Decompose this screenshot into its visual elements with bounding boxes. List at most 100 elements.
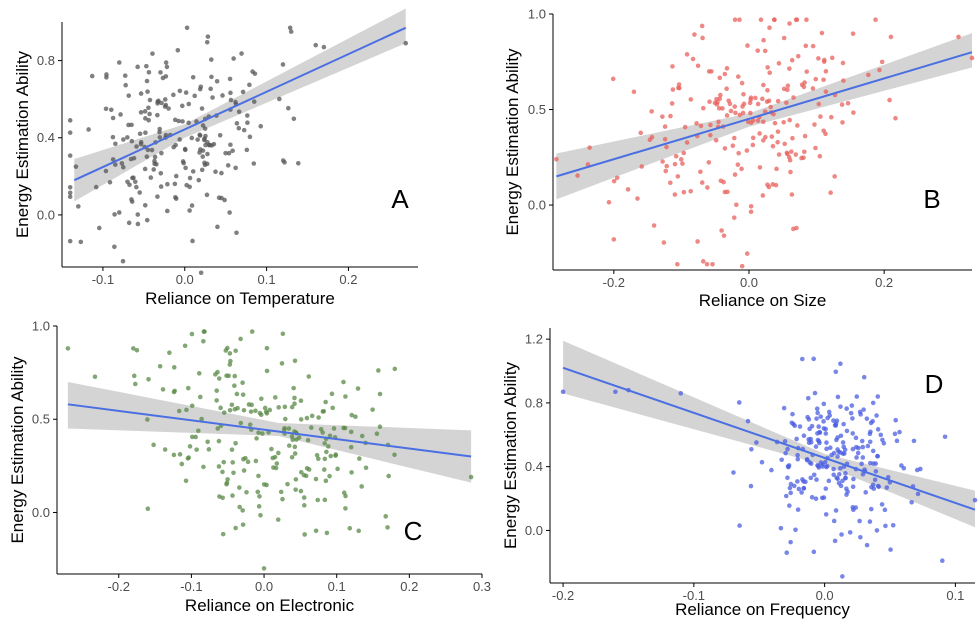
data-point — [860, 471, 866, 477]
data-point — [158, 70, 163, 75]
data-point — [814, 416, 819, 421]
data-point — [754, 440, 759, 445]
data-point — [813, 444, 819, 449]
data-point — [120, 164, 126, 170]
data-point — [826, 409, 832, 415]
data-point — [825, 415, 830, 421]
data-point — [96, 225, 102, 231]
data-point — [858, 412, 863, 417]
data-point — [328, 453, 334, 459]
data-point — [736, 400, 742, 405]
data-point — [918, 466, 923, 472]
data-point — [724, 66, 730, 71]
data-point — [823, 486, 829, 491]
data-point — [942, 434, 948, 440]
data-point — [812, 390, 818, 396]
data-point — [183, 478, 189, 484]
data-point — [165, 208, 170, 214]
data-point — [875, 483, 881, 489]
data-point — [704, 261, 710, 267]
data-point — [706, 160, 712, 165]
data-point — [292, 451, 298, 456]
data-point — [298, 398, 304, 404]
y-tick-label: 0.0 — [525, 523, 543, 538]
data-point — [850, 446, 856, 452]
data-point — [879, 502, 885, 507]
data-point — [177, 137, 182, 142]
data-point — [144, 154, 150, 159]
data-point — [840, 574, 845, 579]
data-point — [185, 385, 191, 391]
data-point — [877, 67, 882, 73]
data-point — [306, 467, 312, 472]
data-point — [956, 34, 961, 40]
data-point — [801, 84, 807, 90]
panel-letter: A — [391, 184, 409, 214]
regression-line — [67, 403, 472, 458]
data-point — [238, 420, 244, 426]
data-point — [348, 444, 354, 450]
data-point — [146, 70, 152, 75]
data-point — [740, 110, 746, 116]
y-tick-label: 0.8 — [525, 395, 543, 410]
data-point — [894, 438, 900, 444]
data-point — [718, 92, 723, 98]
x-tick-label: -0.2 — [603, 275, 625, 290]
data-point — [625, 187, 631, 192]
data-point — [148, 175, 154, 180]
data-point — [675, 261, 680, 267]
data-point — [755, 101, 761, 107]
data-point — [190, 238, 195, 244]
data-point — [315, 497, 321, 503]
data-point — [692, 32, 697, 37]
data-point — [196, 177, 202, 183]
data-point — [187, 444, 193, 449]
data-point — [755, 48, 761, 53]
data-point — [901, 465, 907, 471]
x-tick-label: 0.2 — [875, 275, 893, 290]
data-point — [810, 43, 816, 49]
data-point — [795, 123, 800, 128]
data-point — [868, 506, 874, 512]
data-point — [189, 403, 195, 409]
data-point — [748, 95, 754, 101]
data-point — [897, 429, 902, 435]
data-point — [793, 527, 798, 533]
data-point — [837, 471, 842, 477]
data-point — [831, 418, 836, 423]
data-point — [264, 482, 269, 488]
data-point — [816, 424, 822, 429]
data-point — [233, 525, 238, 531]
data-point — [65, 346, 71, 351]
data-point — [673, 153, 679, 159]
x-tick-label: 0.2 — [400, 579, 418, 594]
data-point — [874, 413, 879, 418]
data-point — [839, 102, 845, 107]
data-point — [769, 467, 774, 473]
data-point — [716, 119, 721, 125]
data-point — [142, 202, 148, 208]
data-point — [171, 452, 177, 458]
data-point — [324, 449, 329, 455]
data-point — [730, 143, 736, 148]
data-point — [823, 69, 829, 74]
data-point — [258, 512, 263, 518]
data-point — [790, 135, 795, 141]
data-point — [737, 17, 742, 23]
data-point — [233, 348, 238, 354]
data-point — [386, 473, 391, 479]
data-point — [858, 534, 863, 540]
data-point — [138, 91, 144, 96]
data-point — [817, 430, 823, 435]
data-point — [804, 457, 810, 463]
data-point — [705, 185, 710, 190]
data-point — [873, 461, 878, 466]
data-point — [940, 558, 945, 563]
data-point — [706, 69, 712, 74]
data-point — [831, 472, 836, 478]
data-point — [214, 388, 220, 393]
data-point — [778, 525, 784, 531]
data-point — [771, 111, 776, 117]
data-point — [757, 131, 762, 136]
data-point — [331, 426, 337, 431]
